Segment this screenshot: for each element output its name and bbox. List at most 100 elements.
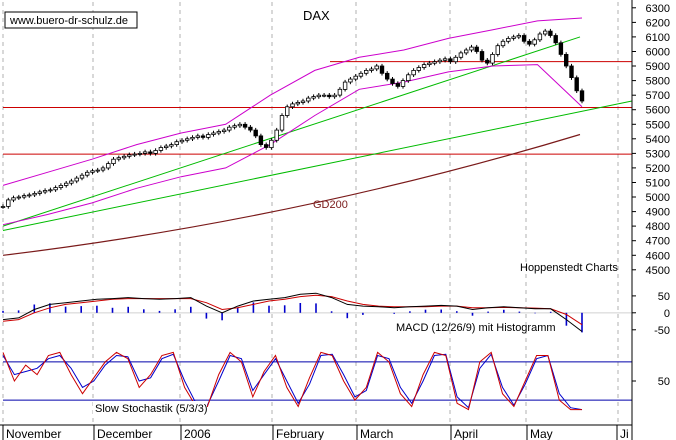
candle-body <box>121 155 127 159</box>
price-axis-tick-label: 5000 <box>646 192 670 204</box>
x-axis-label: May <box>530 427 553 440</box>
candle-body <box>195 135 200 138</box>
candle-body <box>558 42 564 55</box>
candle-body <box>142 151 148 154</box>
price-axis-tick-label: 6000 <box>646 47 670 59</box>
x-axis-label: April <box>454 427 478 440</box>
trend-line-0 <box>2 36 581 227</box>
candle-body <box>0 206 6 208</box>
candle-body <box>184 138 190 141</box>
macd-line <box>2 292 583 332</box>
candle-body <box>506 38 511 42</box>
candle-body <box>348 78 353 83</box>
candle-body <box>85 171 90 176</box>
stochastic-panel <box>2 351 632 411</box>
chart-title: DAX <box>303 8 330 23</box>
candle-body <box>248 126 253 131</box>
candle-body <box>6 199 11 207</box>
price-panel <box>0 17 633 256</box>
candle-body <box>384 72 390 80</box>
candle-body <box>574 77 579 92</box>
candle-body <box>479 51 485 61</box>
watermark-box <box>4 11 138 29</box>
candle-body <box>321 94 327 97</box>
macd-panel <box>2 292 632 333</box>
candle-body <box>527 40 532 45</box>
candle-body <box>311 96 316 99</box>
x-axis-label: November <box>6 427 61 440</box>
price-axis-tick-label: 4900 <box>646 207 670 219</box>
candle-body <box>221 129 227 133</box>
watermark: www.buero-dr-schulz.de <box>9 15 128 27</box>
candle-body <box>411 70 416 76</box>
price-axis-tick-label: 5400 <box>646 134 670 146</box>
candle-body <box>521 35 527 42</box>
candle-body <box>253 129 258 137</box>
candle-body <box>548 30 553 36</box>
candle-body <box>179 139 185 143</box>
candle-body <box>216 131 221 134</box>
candle-body <box>27 194 32 197</box>
candle-body <box>200 135 206 138</box>
candle-body <box>53 187 58 191</box>
candle-body <box>448 58 453 63</box>
source-label: Hoppenstedt Charts <box>520 262 618 274</box>
candle-body <box>427 62 432 65</box>
macd-axis-tick-label: 50 <box>658 291 670 303</box>
stochastic-label: Slow Stochastik (5/3/3) <box>95 403 208 415</box>
x-axis-label: 2006 <box>184 427 211 440</box>
candle-body <box>442 58 448 61</box>
price-axis-tick-label: 4800 <box>646 221 670 233</box>
candle-body <box>300 100 306 103</box>
candle-body <box>227 126 232 131</box>
candle-body <box>263 144 269 148</box>
candle-body <box>400 80 406 87</box>
candle-body <box>21 195 27 198</box>
candle-body <box>95 169 100 172</box>
candle-body <box>127 154 132 157</box>
candle-body <box>421 64 427 68</box>
x-axis-label: December <box>97 427 152 440</box>
candle-body <box>458 52 464 58</box>
candle-body <box>342 81 348 90</box>
price-axis-tick-label: 4500 <box>646 265 670 277</box>
candle-body <box>453 56 458 63</box>
price-axis-tick-label: 6300 <box>646 3 670 15</box>
price-axis-tick-label: 5300 <box>646 148 670 160</box>
price-axis-tick-label: 4700 <box>646 236 670 248</box>
candle-body <box>564 54 569 67</box>
candle-body <box>337 88 343 96</box>
candle-body <box>290 103 295 108</box>
candle-body <box>116 157 121 160</box>
candle-body <box>11 197 16 201</box>
bollinger-lower-band <box>2 64 583 226</box>
price-axis-tick-label: 6200 <box>646 17 670 29</box>
macd-label: MACD (12/26/9) mit Histogramm <box>396 322 556 334</box>
candle-body <box>74 177 79 182</box>
candle-body <box>269 139 274 149</box>
candle-body <box>469 46 474 51</box>
x-axis-label: February <box>276 427 324 440</box>
candle-body <box>406 74 411 82</box>
candle-body <box>327 94 332 98</box>
candle-body <box>232 125 237 128</box>
candle-body <box>237 123 243 127</box>
candle-body <box>390 78 395 84</box>
gd200-line <box>2 133 581 256</box>
candle-body <box>463 49 469 54</box>
candle-body <box>306 97 311 102</box>
candle-body <box>148 151 153 154</box>
candle-body <box>516 35 521 38</box>
candle-body <box>363 70 369 74</box>
candle-body <box>206 134 211 138</box>
candle-body <box>543 30 548 35</box>
x-axis-label: Ji <box>620 427 629 440</box>
candle-body <box>485 59 490 64</box>
candle-body <box>163 145 169 149</box>
macd-axis-tick-label: 0 <box>664 308 670 320</box>
candle-body <box>511 36 516 39</box>
candle-body <box>111 158 116 164</box>
candle-body <box>190 136 195 140</box>
candle-body <box>174 141 179 145</box>
